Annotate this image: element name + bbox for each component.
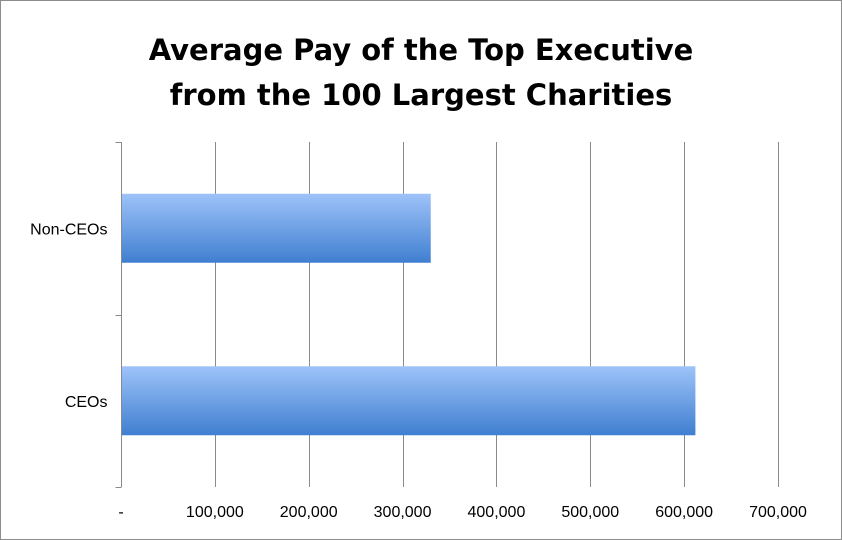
x-tick-label-1: 100,000: [186, 504, 244, 521]
chart-title-line-1: Average Pay of the Top Executive: [148, 33, 694, 67]
bars: [121, 193, 696, 436]
axis-labels: Non-CEOs CEOs - 100,000 200,000 300,000 400,00…: [30, 221, 807, 521]
category-label-ceos: CEOs: [65, 394, 108, 411]
x-tick-label-0: -: [118, 504, 123, 521]
axes: [115, 142, 122, 488]
bar-non-ceos: [121, 193, 431, 263]
x-tick-label-7: 700,000: [749, 504, 807, 521]
x-tick-label-2: 200,000: [280, 504, 338, 521]
category-label-non-ceos: Non-CEOs: [30, 221, 107, 238]
x-tick-label-5: 500,000: [561, 504, 619, 521]
x-tick-label-6: 600,000: [655, 504, 713, 521]
chart-title: Average Pay of the Top Executive from th…: [0, 28, 842, 118]
x-tick-label-4: 400,000: [468, 504, 526, 521]
bar-ceos: [121, 366, 696, 436]
x-tick-label-3: 300,000: [374, 504, 432, 521]
chart-title-line-2: from the 100 Largest Charities: [169, 78, 673, 112]
